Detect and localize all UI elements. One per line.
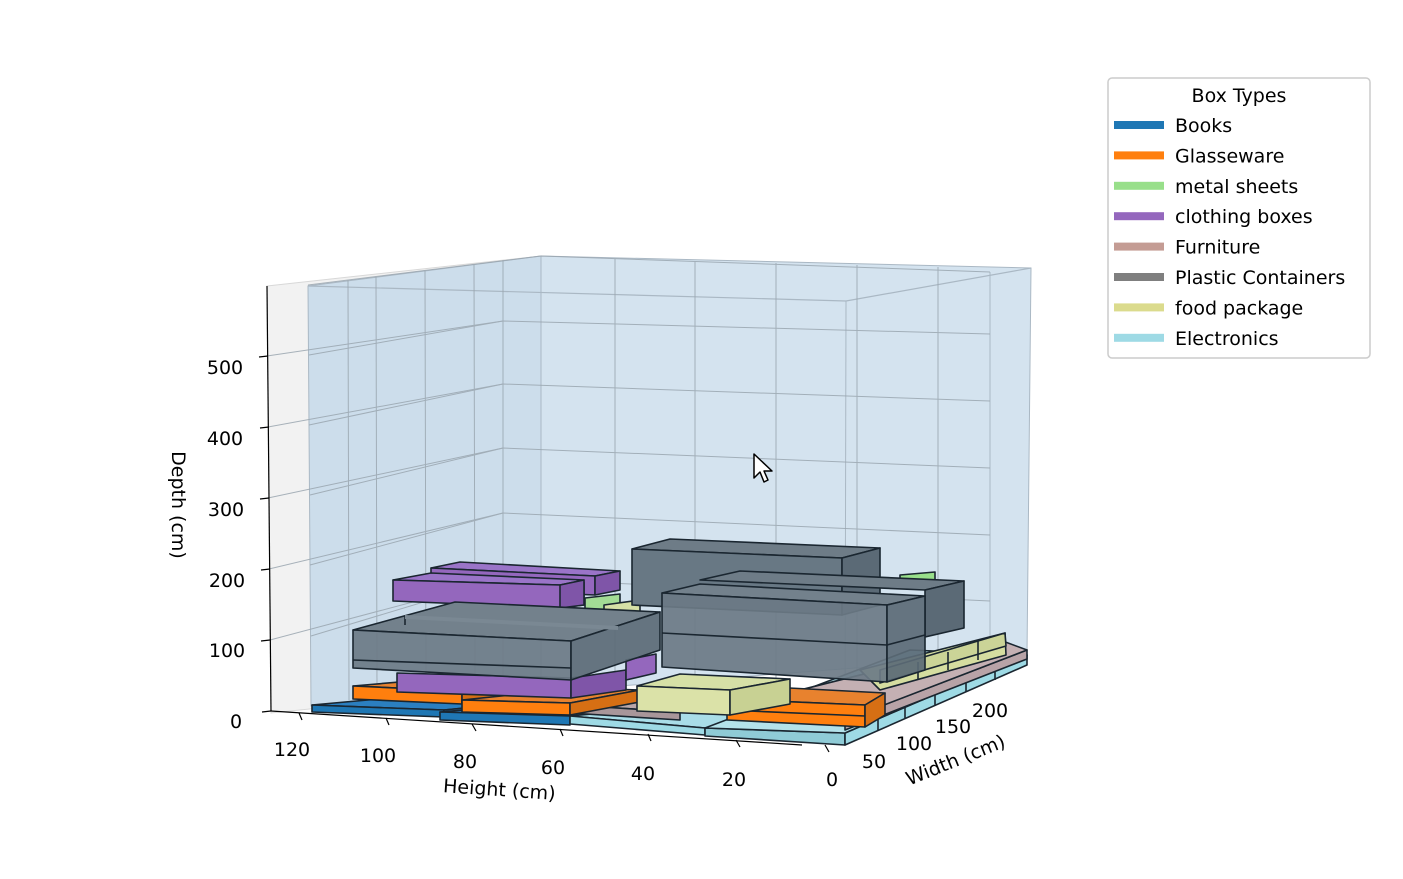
legend-label-7: Electronics [1175, 328, 1279, 350]
legend-swatch-0 [1114, 121, 1164, 129]
x-tick-120: 120 [274, 739, 310, 761]
legend-label-4: Furniture [1175, 237, 1260, 259]
legend-swatch-7 [1114, 333, 1164, 342]
x-tick-0: 0 [826, 769, 838, 791]
z-tick-200: 200 [209, 570, 245, 592]
z-tick-300: 300 [208, 499, 244, 521]
legend-swatch-5 [1114, 273, 1164, 281]
axes [258, 285, 830, 753]
y-tick-200: 200 [972, 700, 1008, 722]
legend-swatch-1 [1114, 151, 1164, 160]
x-tick-20: 20 [722, 769, 746, 791]
x-tick-labels: 120 100 80 60 40 20 0 [274, 739, 838, 791]
z-tick-0: 0 [230, 711, 242, 733]
box-clothing-boxes [392, 561, 657, 699]
legend-label-1: Glasseware [1175, 145, 1284, 167]
z-tick-labels: 0 100 200 300 400 500 [207, 357, 245, 733]
legend-label-6: food package [1175, 297, 1303, 319]
legend-label-0: Books [1175, 115, 1232, 137]
y-tick-50: 50 [862, 751, 886, 773]
x-tick-100: 100 [360, 745, 396, 767]
y-tick-150: 150 [935, 716, 971, 738]
height-axis-line [270, 710, 803, 746]
legend-label-5: Plastic Containers [1175, 267, 1345, 289]
legend: Box Types Books Glasseware metal sheets clo… [1107, 77, 1371, 359]
x-tick-80: 80 [453, 751, 477, 773]
boxes [311, 538, 1028, 746]
x-tick-60: 60 [541, 757, 565, 779]
z-tick-400: 400 [207, 428, 243, 450]
z-tick-100: 100 [209, 640, 245, 662]
box-plastic-containers [352, 538, 965, 683]
legend-swatch-3 [1114, 212, 1164, 221]
legend-label-3: clothing boxes [1175, 206, 1313, 228]
legend-swatch-2 [1114, 181, 1164, 190]
legend-swatch-4 [1114, 242, 1164, 251]
legend-title: Box Types [1192, 85, 1287, 107]
legend-frame [1107, 77, 1371, 359]
y-tick-labels: 50 100 150 200 [862, 700, 1008, 773]
x-tick-40: 40 [631, 763, 655, 785]
legend-swatch-6 [1114, 303, 1164, 312]
depth-axis-title: Depth (cm) [167, 451, 189, 559]
height-axis-title: Height (cm) [442, 775, 556, 805]
y-tick-100: 100 [896, 733, 932, 755]
legend-label-2: metal sheets [1175, 176, 1298, 198]
z-tick-500: 500 [207, 357, 243, 379]
legend-entries: Books Glasseware metal sheets clothing boxe… [1114, 115, 1345, 350]
mouse-cursor-icon [753, 453, 773, 483]
